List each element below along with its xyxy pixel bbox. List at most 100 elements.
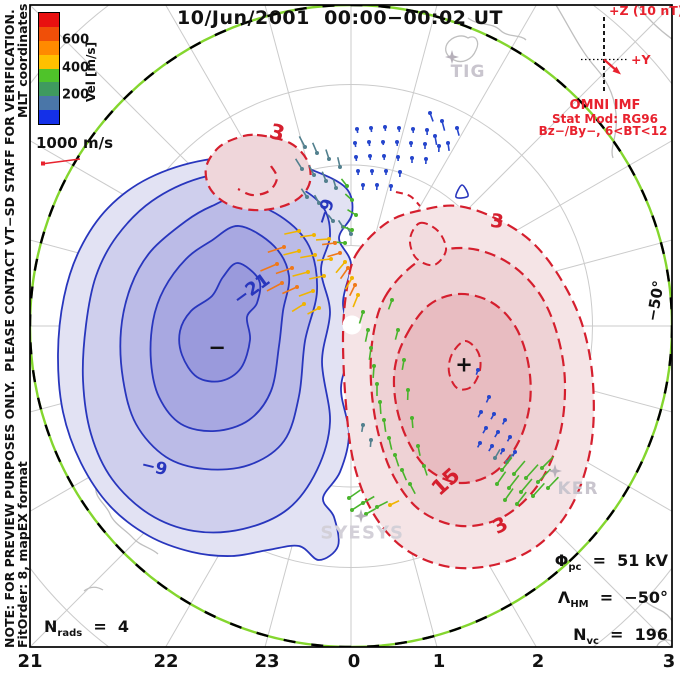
velocity-vector <box>300 234 315 238</box>
lambda-hm-stat: ΛHM = −50° <box>558 588 668 610</box>
velocity-vector-dot <box>409 141 413 145</box>
velocity-vector <box>537 468 552 483</box>
magnetic-pole-marker <box>342 315 362 335</box>
velocity-vector <box>292 271 309 277</box>
n-vectors-stat: Nvc = 196 <box>573 625 668 647</box>
colorbar-tick: 400 <box>62 60 90 76</box>
velocity-vector-dot <box>398 170 402 174</box>
imf-source-label: OMNI IMF <box>569 98 641 113</box>
reference-vector-label: 1000 m/s <box>36 134 114 152</box>
velocity-vector-dot <box>395 140 399 144</box>
mlt-tick-21: 21 <box>17 651 43 672</box>
velocity-vector-dot <box>315 151 319 155</box>
velocity-vector <box>307 307 320 315</box>
contour-label: 3 <box>488 209 506 234</box>
velocity-vector-dot <box>531 494 535 498</box>
velocity-vector-dot <box>346 266 350 270</box>
velocity-vector-dot <box>372 364 376 368</box>
velocity-vector-dot <box>324 179 328 183</box>
station-label-sye: SYE <box>320 522 362 544</box>
velocity-vector-dot <box>345 184 349 188</box>
velocity-vector-dot <box>375 382 379 386</box>
station-markers <box>354 50 562 523</box>
velocity-vector-dot <box>369 438 373 442</box>
velocity-vector-dot <box>423 142 427 146</box>
velocity-vector-dot <box>493 456 497 460</box>
velocity-vector <box>327 252 341 258</box>
velocity-vector-dot <box>388 503 392 507</box>
colorbar-segment <box>39 13 59 27</box>
contour-path <box>447 340 482 391</box>
velocity-vector-dot <box>384 169 388 173</box>
velocity-vector <box>364 329 369 342</box>
velocity-vector-dot <box>515 502 519 506</box>
velocity-vector-dot <box>524 476 528 480</box>
velocity-vector-dot <box>536 480 540 484</box>
contour-path <box>178 262 262 383</box>
velocity-vector-dot <box>356 293 360 297</box>
velocity-vector-dot <box>343 241 347 245</box>
velocity-vector-dot <box>280 281 284 285</box>
velocity-vector <box>321 242 336 246</box>
velocity-vector-dot <box>492 412 496 416</box>
lambda-subscript: HM <box>570 599 589 611</box>
velocity-vector-dot <box>275 262 279 266</box>
colorbar-segment <box>39 96 59 111</box>
velocity-colorbar <box>38 12 60 125</box>
contour-path <box>237 165 279 197</box>
velocity-vector <box>283 250 300 256</box>
velocity-vector-dot <box>367 140 371 144</box>
velocity-vector-dot <box>410 416 414 420</box>
velocity-vector-dot <box>295 285 299 289</box>
velocity-vector-dot <box>479 410 483 414</box>
velocity-vector-dot <box>478 441 482 445</box>
colorbar-tick: 600 <box>62 32 90 48</box>
velocity-vector <box>376 500 389 508</box>
velocity-vector-dot <box>282 245 286 249</box>
velocity-vector-dot <box>361 310 365 314</box>
velocity-vector-dot <box>327 157 331 161</box>
velocity-vector <box>362 495 375 504</box>
mlt-coordinates-label: MLT coordinates <box>15 3 30 118</box>
imf-z-label: +Z (10 nT) <box>609 3 680 18</box>
velocity-vector-dot <box>496 430 500 434</box>
n-radars-stat: Nrads = 4 <box>44 617 129 639</box>
imf-condition-label: Bz−/By−, 6<BT<12 <box>538 124 668 138</box>
velocity-vector-dot <box>500 468 504 472</box>
velocity-vector-dot <box>396 155 400 159</box>
velocity-vector-dot <box>422 464 426 468</box>
velocity-vector-dot <box>322 274 326 278</box>
velocity-vector <box>351 502 363 511</box>
velocity-vector <box>508 474 520 489</box>
velocity-vector-dot <box>507 486 511 490</box>
nvc-symbol: N <box>573 625 587 644</box>
velocity-vector-dot <box>364 512 368 516</box>
velocity-vector <box>309 275 325 280</box>
velocity-vector <box>315 238 330 241</box>
velocity-vector-dot <box>327 237 331 241</box>
velocity-vector <box>267 246 285 254</box>
nvc-subscript: vc <box>586 636 599 648</box>
colorbar-segment <box>39 68 59 83</box>
velocity-vector-dot <box>317 201 321 205</box>
lambda-value: = −50° <box>588 588 668 607</box>
velocity-vector-dot <box>487 395 491 399</box>
potential-contours <box>57 133 595 570</box>
velocity-vector <box>532 482 545 497</box>
velocity-vector-dot <box>402 358 406 362</box>
velocity-vector-dot <box>297 249 301 253</box>
velocity-vector <box>541 456 554 469</box>
velocity-vector <box>316 258 332 262</box>
velocity-vector-dot <box>428 111 432 115</box>
mlt-tick-23: 23 <box>254 651 280 672</box>
mlt-tick-2: 2 <box>531 651 545 672</box>
velocity-vector-dot <box>350 228 354 232</box>
imf-model-label: Stat Mod: RG96 <box>552 112 658 126</box>
velocity-vector-dot <box>329 257 333 261</box>
velocity-vector-dot <box>370 169 374 173</box>
lambda-symbol: Λ <box>557 588 571 607</box>
velocity-vector-dot <box>350 508 354 512</box>
velocity-vector-dot <box>361 423 365 427</box>
